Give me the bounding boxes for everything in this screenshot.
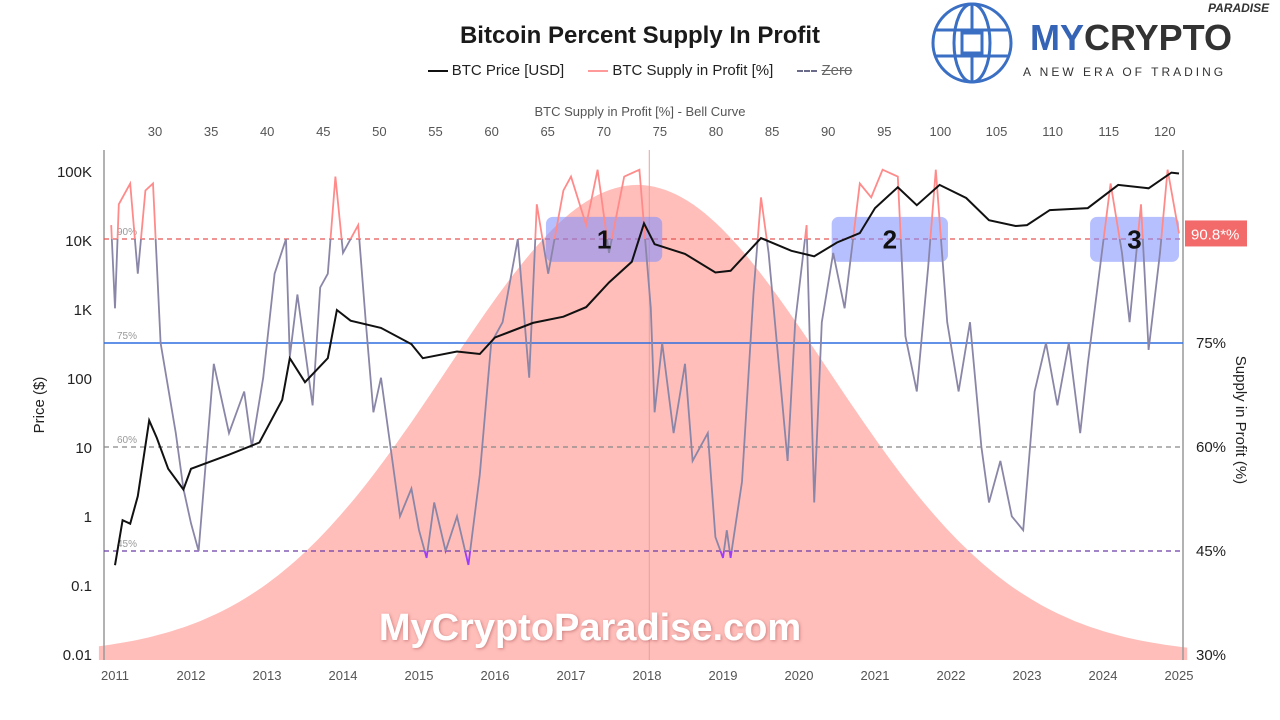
x-axis-tick: 2019 [709,668,738,683]
supply-series [110,168,1180,566]
y-right-label: Supply in Profit (%) [1232,356,1249,484]
y-right-tick: 60% [1196,439,1226,456]
top-axis-tick: 105 [986,124,1008,139]
top-axis-tick: 80 [709,124,723,139]
y-left-tick: 0.01 [63,647,92,664]
price-series [114,171,1180,566]
x-axis-tick: 2017 [557,668,586,683]
x-axis-tick: 2020 [785,668,814,683]
legend-item-supply[interactable]: BTC Supply in Profit [%] [588,62,773,79]
x-axis-tick: 2021 [861,668,890,683]
logo-tagline: A NEW ERA OF TRADING [1023,65,1226,79]
top-axis-tick: 100 [930,124,952,139]
top-axis-tick: 95 [877,124,891,139]
top-axis-tick: 115 [1098,124,1119,139]
top-axis-tick: 65 [540,124,554,139]
reference-label: 45% [117,539,137,550]
top-axis-tick: 35 [204,124,218,139]
top-axis-title: BTC Supply in Profit [%] - Bell Curve [535,104,746,119]
legend-item-price[interactable]: BTC Price [USD] [427,62,565,79]
x-axis-tick: 2016 [481,668,510,683]
supply-line [110,239,1163,551]
highlight-label: 2 [883,224,897,254]
highlight-box [545,216,663,262]
x-axis-tick: 2024 [1089,668,1118,683]
y-left-tick: 10 [75,440,92,457]
logo-brand-b: CRYPTO [1084,17,1232,58]
y-left-label: Price ($) [31,377,48,434]
logo-super: PARADISE [1208,1,1270,15]
watermark: MyCryptoParadise.com [379,607,801,649]
y-left-tick: 100K [57,164,92,181]
bell-curve [98,184,1188,660]
logo-brand-a: MY [1030,17,1084,58]
top-axis-tick: 90 [821,124,835,139]
top-axis-tick: 45 [316,124,330,139]
y-left-tick: 1K [74,302,92,319]
highlight-box [831,216,948,262]
reference-label: 75% [117,331,137,342]
x-axis-tick: 2025 [1165,668,1194,683]
y-right-tick: 45% [1196,543,1226,560]
highlight-label: 1 [597,224,611,254]
x-axis-tick: 2011 [101,668,129,683]
y-right-tick: 75% [1196,335,1226,352]
box-labels: 1 2 3 [597,224,1142,254]
legend-label: BTC Supply in Profit [%] [612,62,774,79]
legend-label: BTC Price [USD] [451,62,565,79]
highlight-boxes [545,216,1179,262]
top-axis-tick: 50 [372,124,386,139]
highlight-label: 3 [1127,224,1141,254]
x-axis-tick: 2018 [633,668,662,683]
top-axis-tick: 85 [765,124,779,139]
reference-lines: 90% 75% 60% 45% 90.8*% [104,220,1247,552]
highlight-box [1090,216,1179,262]
chart-title: Bitcoin Percent Supply In Profit [459,22,821,49]
legend-label: Zero [821,62,853,79]
y-right-tick: 30% [1196,647,1226,664]
top-axis-tick: 110 [1042,124,1063,139]
current-value-badge [1185,220,1247,247]
top-axis-tick: 55 [428,124,442,139]
reference-label: 90% [117,227,137,238]
x-axis-tick: 2023 [1013,668,1042,683]
y-left-tick: 10K [65,233,92,250]
x-axis-tick: 2015 [405,668,434,683]
top-axis-tick: 30 [148,124,162,139]
globe-icon: PARADISE MYCRYPTO A NEW ERA OF TRADING [931,1,1270,84]
current-value-badge-label: 90.8*% [1191,226,1239,243]
y-left-tick: 0.1 [71,578,92,595]
x-axis-tick: 2013 [253,668,282,683]
x-axis-tick: 2014 [329,668,358,683]
top-axis-tick: 120 [1154,124,1176,139]
top-axis-tick: 70 [597,124,611,139]
reference-label: 60% [117,435,137,446]
y-left-tick: 1 [84,509,92,526]
x-axis-tick: 2022 [937,668,966,683]
legend: BTC Price [USD] BTC Supply in Profit [%]… [0,62,1280,79]
top-axis-tick: 60 [484,124,498,139]
top-axis-tick: 40 [260,124,274,139]
logo-brand: MYCRYPTO [1030,17,1232,58]
y-left-tick: 100 [67,371,92,388]
axes: BTC Supply in Profit [%] - Bell Curve 30 3… [31,104,1249,683]
price-line [114,171,1180,566]
x-axis-tick: 2012 [177,668,206,683]
legend-item-zero[interactable]: Zero [797,62,852,79]
top-axis-tick: 75 [653,124,667,139]
logo: PARADISE MYCRYPTO A NEW ERA OF TRADING [930,0,1280,86]
